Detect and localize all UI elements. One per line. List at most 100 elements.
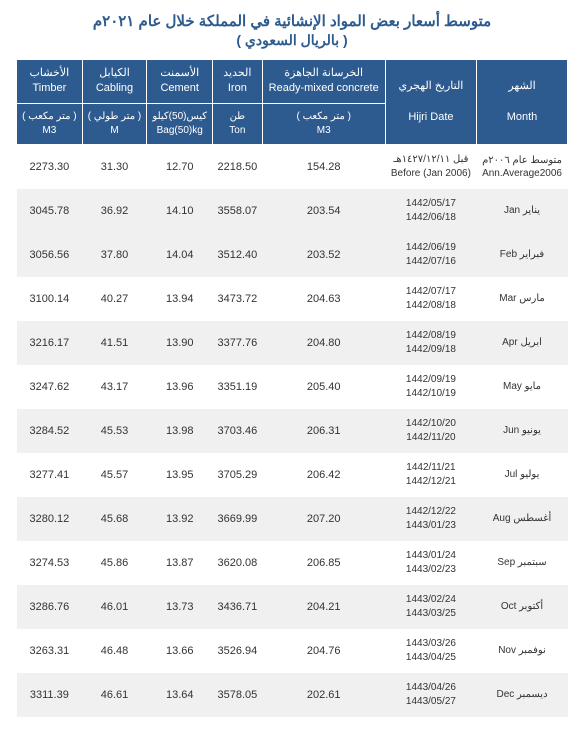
cell-month: نوفمبر Nov (477, 629, 568, 673)
cell-timber: 3311.39 (17, 673, 83, 717)
cell-hijri: قبل ١٤٢٧/١٢/١١هـBefore (Jan 2006) (385, 144, 476, 189)
cell-timber: 3100.14 (17, 277, 83, 321)
cell-cement: 12.70 (147, 144, 213, 189)
cell-hijri: 1443/02/241443/03/25 (385, 585, 476, 629)
cell-hijri: 1442/10/201442/11/20 (385, 409, 476, 453)
col-cabling: الكيابلCabling (82, 60, 147, 104)
cell-cabling: 45.68 (82, 497, 147, 541)
cell-iron: 3526.94 (213, 629, 262, 673)
cell-hijri: 1442/11/211442/12/21 (385, 453, 476, 497)
cell-iron: 2218.50 (213, 144, 262, 189)
cell-month: أغسطس Aug (477, 497, 568, 541)
table-container: متوسط أسعار بعض المواد الإنشائية في المم… (0, 0, 584, 729)
table-row: مارس Mar1442/07/171442/08/18204.633473.7… (17, 277, 568, 321)
table-row: مايو May1442/09/191442/10/19205.403351.1… (17, 365, 568, 409)
cell-concrete: 204.76 (262, 629, 385, 673)
table-row: أكتوبر Oct1443/02/241443/03/25204.213436… (17, 585, 568, 629)
cell-month: فبراير Feb (477, 233, 568, 277)
cell-hijri: 1442/09/191442/10/19 (385, 365, 476, 409)
cell-month: متوسط عام ٢٠٠٦مAnn.Average2006 (477, 144, 568, 189)
cell-timber: 2273.30 (17, 144, 83, 189)
cell-month: ديسمبر Dec (477, 673, 568, 717)
cell-timber: 3216.17 (17, 321, 83, 365)
table-row: متوسط عام ٢٠٠٦مAnn.Average2006قبل ١٤٢٧/١… (17, 144, 568, 189)
cell-cement: 14.10 (147, 189, 213, 233)
cell-iron: 3578.05 (213, 673, 262, 717)
table-row: أغسطس Aug1442/12/221443/01/23207.203669.… (17, 497, 568, 541)
cell-timber: 3274.53 (17, 541, 83, 585)
cell-hijri: 1442/05/171442/06/18 (385, 189, 476, 233)
cell-cement: 14.04 (147, 233, 213, 277)
cell-concrete: 206.31 (262, 409, 385, 453)
cell-iron: 3512.40 (213, 233, 262, 277)
materials-table: الشهرMonth التاريخ الهجريHijri Date الخر… (16, 59, 568, 717)
cell-hijri: 1442/06/191442/07/16 (385, 233, 476, 277)
cell-concrete: 154.28 (262, 144, 385, 189)
cell-timber: 3263.31 (17, 629, 83, 673)
cell-iron: 3703.46 (213, 409, 262, 453)
cell-hijri: 1443/01/241443/02/23 (385, 541, 476, 585)
cell-cement: 13.95 (147, 453, 213, 497)
cell-timber: 3277.41 (17, 453, 83, 497)
cell-iron: 3351.19 (213, 365, 262, 409)
cell-cabling: 45.53 (82, 409, 147, 453)
cell-timber: 3247.62 (17, 365, 83, 409)
cell-cement: 13.73 (147, 585, 213, 629)
cell-cement: 13.87 (147, 541, 213, 585)
col-iron: الحديدIron (213, 60, 262, 104)
cell-concrete: 204.63 (262, 277, 385, 321)
col-hijri: التاريخ الهجريHijri Date (385, 60, 476, 145)
unit-iron: طنTon (213, 103, 262, 144)
cell-cement: 13.96 (147, 365, 213, 409)
cell-hijri: 1442/07/171442/08/18 (385, 277, 476, 321)
cell-cabling: 45.86 (82, 541, 147, 585)
table-body: متوسط عام ٢٠٠٦مAnn.Average2006قبل ١٤٢٧/١… (17, 144, 568, 717)
cell-cement: 13.66 (147, 629, 213, 673)
cell-timber: 3056.56 (17, 233, 83, 277)
cell-cement: 13.92 (147, 497, 213, 541)
cell-concrete: 203.52 (262, 233, 385, 277)
unit-cabling: ( متر طولي )M (82, 103, 147, 144)
cell-hijri: 1443/04/261443/05/27 (385, 673, 476, 717)
cell-month: سبتمبر Sep (477, 541, 568, 585)
col-month: الشهرMonth (477, 60, 568, 145)
cell-iron: 3705.29 (213, 453, 262, 497)
page-title: متوسط أسعار بعض المواد الإنشائية في المم… (16, 12, 568, 30)
cell-cabling: 46.48 (82, 629, 147, 673)
unit-cement: كيس(50)كيلوBag(50)kg (147, 103, 213, 144)
cell-concrete: 206.85 (262, 541, 385, 585)
cell-month: يونيو Jun (477, 409, 568, 453)
cell-concrete: 206.42 (262, 453, 385, 497)
cell-month: أكتوبر Oct (477, 585, 568, 629)
unit-concrete: ( متر مكعب )M3 (262, 103, 385, 144)
table-row: نوفمبر Nov1443/03/261443/04/25204.763526… (17, 629, 568, 673)
cell-cabling: 43.17 (82, 365, 147, 409)
cell-cabling: 41.51 (82, 321, 147, 365)
cell-timber: 3284.52 (17, 409, 83, 453)
cell-concrete: 207.20 (262, 497, 385, 541)
cell-cement: 13.98 (147, 409, 213, 453)
cell-hijri: 1442/12/221443/01/23 (385, 497, 476, 541)
cell-cement: 13.90 (147, 321, 213, 365)
cell-month: مارس Mar (477, 277, 568, 321)
cell-timber: 3280.12 (17, 497, 83, 541)
page-subtitle: ( بالريال السعودي ) (16, 32, 568, 49)
table-row: سبتمبر Sep1443/01/241443/02/23206.853620… (17, 541, 568, 585)
cell-iron: 3558.07 (213, 189, 262, 233)
table-row: يونيو Jun1442/10/201442/11/20206.313703.… (17, 409, 568, 453)
table-row: فبراير Feb1442/06/191442/07/16203.523512… (17, 233, 568, 277)
cell-cabling: 45.57 (82, 453, 147, 497)
cell-concrete: 202.61 (262, 673, 385, 717)
cell-cabling: 46.61 (82, 673, 147, 717)
cell-concrete: 203.54 (262, 189, 385, 233)
cell-cabling: 36.92 (82, 189, 147, 233)
cell-concrete: 205.40 (262, 365, 385, 409)
cell-hijri: 1442/08/191442/09/18 (385, 321, 476, 365)
cell-month: يناير Jan (477, 189, 568, 233)
cell-iron: 3377.76 (213, 321, 262, 365)
cell-cabling: 37.80 (82, 233, 147, 277)
cell-iron: 3436.71 (213, 585, 262, 629)
table-row: يناير Jan1442/05/171442/06/18203.543558.… (17, 189, 568, 233)
cell-hijri: 1443/03/261443/04/25 (385, 629, 476, 673)
cell-cabling: 46.01 (82, 585, 147, 629)
